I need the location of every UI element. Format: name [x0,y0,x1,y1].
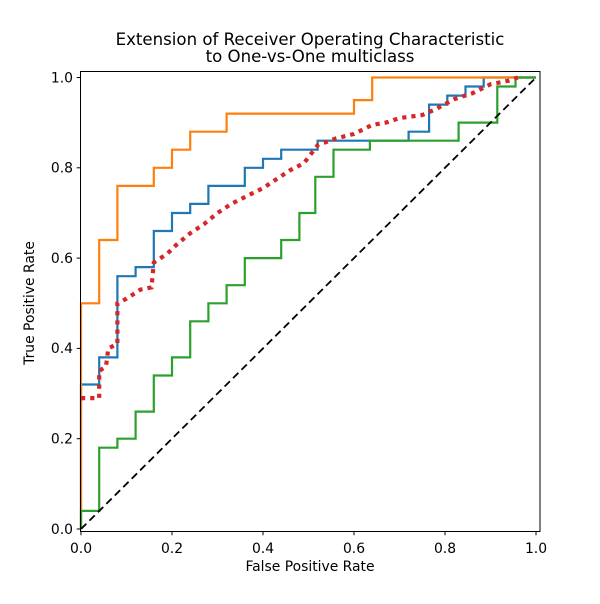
x-tick-label: 0.0 [70,541,92,557]
y-tick-label: 1.0 [51,70,73,86]
x-tick-label: 0.6 [343,541,365,557]
y-tick-label: 0.6 [51,251,73,267]
series-layer [79,75,537,530]
y-tick-label: 0.8 [51,161,73,177]
chance-diagonal [80,76,537,530]
x-tick-label: 1.0 [525,541,547,557]
x-tick-label: 0.8 [434,541,456,557]
x-axis-ticks: 0.0 0.2 0.4 0.6 0.8 1.0 [70,531,547,557]
roc-step-curve-orange [79,76,536,529]
y-tick-label: 0.0 [51,522,73,538]
x-axis-label: False Positive Rate [245,559,374,575]
roc-step-curve-green [79,76,536,529]
y-axis-ticks: 0.0 0.2 0.4 0.6 0.8 1.0 [51,70,81,538]
chart-title-line1: Extension of Receiver Operating Characte… [116,30,505,49]
plot-border [80,71,541,532]
chart-title-line2: to One-vs-One multiclass [206,47,415,66]
y-tick-label: 0.4 [51,341,73,357]
macro-average-dotted-red [81,75,519,401]
x-tick-label: 0.4 [252,541,274,557]
x-tick-label: 0.2 [161,541,183,557]
y-axis-label: True Positive Rate [22,241,38,366]
y-tick-label: 0.2 [51,432,73,448]
